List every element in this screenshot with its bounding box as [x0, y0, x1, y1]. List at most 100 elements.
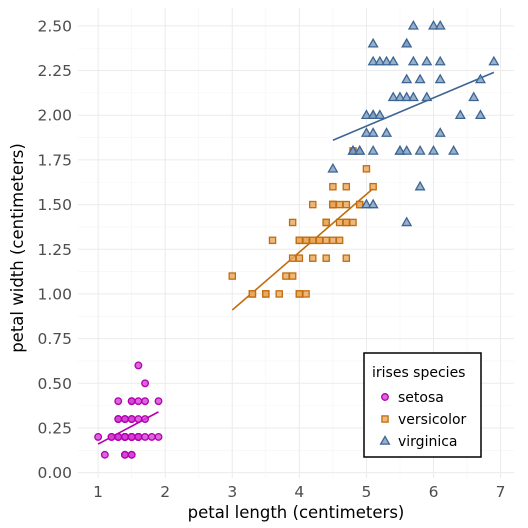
y-tick-label: 1.75: [37, 151, 72, 169]
point-setosa: [127, 450, 136, 459]
point-virginica: [401, 216, 413, 227]
point-virginica: [448, 145, 460, 155]
point-versicolor: [309, 254, 317, 262]
legend-label-virginica: virginica: [398, 434, 458, 450]
point-virginica: [367, 37, 379, 48]
point-virginica: [327, 162, 339, 173]
point-versicolor: [335, 218, 344, 227]
y-tick-label: 0.25: [37, 419, 72, 437]
point-virginica: [488, 55, 500, 66]
point-setosa: [121, 415, 129, 423]
data-points: [94, 19, 500, 459]
point-versicolor: [335, 200, 344, 209]
point-virginica: [421, 55, 433, 66]
point-versicolor: [268, 236, 277, 245]
point-setosa: [121, 450, 129, 459]
point-virginica: [367, 127, 379, 137]
point-virginica: [374, 109, 386, 120]
point-setosa: [127, 415, 136, 423]
point-virginica: [468, 91, 480, 102]
point-virginica: [387, 91, 399, 102]
point-setosa: [114, 415, 123, 423]
point-versicolor: [342, 254, 351, 262]
x-tick-label: 5: [361, 483, 371, 501]
point-setosa: [134, 415, 143, 423]
point-versicolor: [309, 236, 317, 245]
point-virginica: [407, 91, 419, 102]
series-virginica: [327, 19, 500, 227]
point-virginica: [414, 73, 426, 84]
point-virginica: [407, 19, 419, 30]
point-versicolor: [288, 272, 297, 280]
point-virginica: [474, 109, 486, 120]
point-versicolor: [248, 290, 257, 298]
legend-item-setosa: setosa: [381, 390, 444, 406]
point-setosa: [134, 361, 143, 370]
x-tick-label: 7: [496, 483, 506, 501]
point-setosa: [127, 397, 136, 406]
point-virginica: [367, 55, 379, 66]
point-setosa: [114, 397, 123, 406]
point-setosa: [141, 379, 150, 388]
point-virginica: [401, 37, 413, 48]
point-setosa: [141, 432, 150, 441]
x-tick-label: 6: [429, 483, 439, 501]
point-setosa: [154, 432, 163, 441]
point-virginica: [454, 109, 466, 120]
point-virginica: [427, 145, 440, 155]
y-tick-label: 1.25: [37, 241, 72, 259]
legend-key-virginica: [379, 435, 391, 445]
y-axis-title: petal width (centimeters): [8, 143, 27, 353]
y-tick-label: 2.00: [37, 107, 72, 125]
point-virginica: [401, 145, 413, 155]
point-virginica: [401, 91, 413, 102]
x-tick-label: 2: [160, 483, 170, 501]
point-virginica: [367, 145, 379, 155]
legend-title: irises species: [372, 365, 465, 381]
x-tick-label: 3: [227, 483, 237, 501]
point-virginica: [360, 109, 372, 120]
point-virginica: [381, 55, 393, 66]
point-virginica: [367, 109, 379, 120]
point-versicolor: [342, 218, 351, 227]
point-virginica: [381, 127, 393, 137]
point-versicolor: [315, 236, 324, 245]
x-tick-label: 1: [93, 483, 103, 501]
y-tick-label: 2.25: [37, 62, 72, 80]
point-virginica: [387, 55, 399, 66]
point-virginica: [434, 19, 446, 30]
x-axis-title: petal length (centimeters): [188, 503, 405, 522]
point-virginica: [427, 19, 440, 30]
fit-line-versicolor: [231, 187, 374, 311]
y-tick-label: 0.00: [37, 464, 72, 482]
point-setosa: [134, 432, 143, 441]
legend-label-versicolor: versicolor: [398, 412, 467, 428]
point-virginica: [407, 55, 419, 66]
point-versicolor: [322, 218, 330, 227]
point-setosa: [127, 432, 136, 441]
y-tick-label: 1.00: [37, 285, 72, 303]
point-virginica: [367, 198, 379, 209]
point-setosa: [94, 432, 103, 441]
point-virginica: [434, 73, 446, 84]
point-versicolor: [342, 182, 351, 191]
point-virginica: [474, 73, 486, 84]
series-versicolor: [228, 147, 377, 298]
point-setosa: [141, 397, 150, 406]
point-versicolor: [228, 272, 237, 280]
point-virginica: [414, 180, 426, 191]
point-setosa: [114, 432, 123, 441]
x-tick-label: 4: [294, 483, 304, 501]
series-setosa: [94, 361, 163, 459]
point-versicolor: [295, 290, 304, 298]
legend-label-setosa: setosa: [398, 390, 444, 406]
point-virginica: [360, 198, 372, 209]
point-setosa: [121, 432, 129, 441]
point-versicolor: [322, 236, 330, 245]
point-virginica: [394, 91, 406, 102]
point-virginica: [374, 55, 386, 66]
y-tick-label: 0.75: [37, 330, 72, 348]
y-tick-label: 0.50: [37, 375, 72, 393]
point-versicolor: [309, 200, 317, 209]
